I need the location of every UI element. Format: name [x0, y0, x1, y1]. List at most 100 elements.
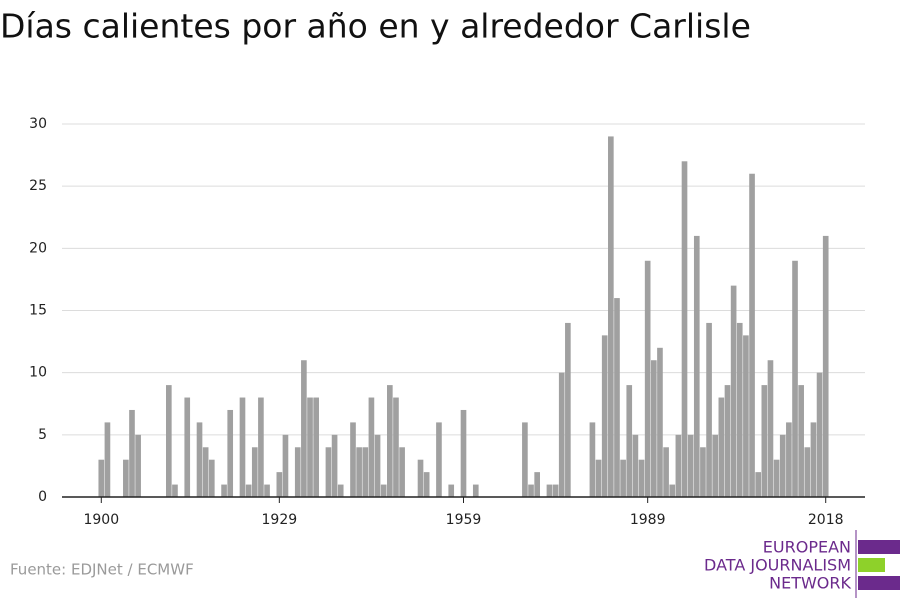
- logo-text: DATA JOURNALISM: [704, 556, 851, 575]
- bar: [730, 285, 737, 497]
- bar: [773, 459, 780, 497]
- bar: [264, 484, 270, 497]
- bar: [460, 409, 467, 497]
- bar: [798, 385, 804, 497]
- bar: [552, 484, 559, 497]
- bar: [657, 347, 663, 497]
- bar: [135, 434, 141, 497]
- bar: [687, 434, 694, 497]
- bar: [423, 472, 430, 497]
- y-tick-label: 5: [38, 427, 47, 443]
- bar: [736, 322, 743, 497]
- bar: [472, 484, 479, 497]
- bar: [675, 434, 682, 497]
- bar: [123, 459, 129, 497]
- bar: [589, 422, 596, 497]
- bar: [749, 173, 755, 497]
- bar: [608, 136, 614, 497]
- bar: [380, 484, 387, 497]
- x-tick-label: 1959: [446, 512, 482, 528]
- bar: [387, 385, 393, 497]
- bar: [227, 409, 234, 497]
- bar: [350, 422, 356, 497]
- bar: [786, 422, 792, 497]
- bar: [632, 434, 639, 497]
- bar: [165, 385, 172, 497]
- bar: [448, 484, 455, 497]
- bar: [251, 447, 258, 497]
- bar: [712, 434, 719, 497]
- bar: [614, 298, 620, 497]
- bar: [650, 360, 657, 497]
- logo: EUROPEAN DATA JOURNALISM NETWORK: [704, 530, 900, 598]
- bar: [356, 447, 362, 497]
- source: Fuente: EDJNet / ECMWF: [10, 561, 194, 579]
- bar: [663, 447, 669, 497]
- bar: [129, 409, 135, 497]
- logo-bar: [858, 576, 900, 590]
- bar: [767, 360, 774, 497]
- bar: [626, 385, 633, 497]
- bar: [816, 372, 823, 497]
- y-tick-label: 25: [29, 178, 47, 194]
- x-tick-label: 1929: [262, 512, 298, 528]
- y-tick-label: 30: [29, 116, 47, 132]
- bar: [718, 397, 725, 497]
- bar: [331, 434, 338, 497]
- bar: [644, 260, 651, 497]
- bar: [258, 397, 264, 497]
- bar: [595, 459, 602, 497]
- y-tick-label: 10: [29, 365, 47, 381]
- bar: [522, 422, 528, 497]
- chart-title: Días calientes por año en y alrededor Ca…: [0, 7, 751, 46]
- bar: [822, 235, 829, 497]
- bar: [528, 484, 534, 497]
- bar: [700, 447, 706, 497]
- bar: [601, 335, 608, 497]
- bar: [755, 472, 762, 497]
- y-tick-label: 20: [29, 240, 47, 256]
- bar: [362, 447, 369, 497]
- bar: [393, 397, 399, 497]
- bar: [337, 484, 344, 497]
- bar: [221, 484, 227, 497]
- logo-text: NETWORK: [769, 574, 851, 593]
- bar: [565, 322, 571, 497]
- bar: [669, 484, 676, 497]
- bar: [743, 335, 749, 497]
- bar: [172, 484, 178, 497]
- bar: [368, 397, 375, 497]
- bar: [546, 484, 553, 497]
- bar: [436, 422, 442, 497]
- bar: [804, 447, 811, 497]
- bar: [307, 397, 313, 497]
- bar: [239, 397, 246, 497]
- bar: [325, 447, 332, 497]
- logo-bar: [858, 540, 900, 554]
- bar: [779, 434, 786, 497]
- y-tick-label: 15: [29, 303, 47, 319]
- x-tick-label: 1989: [630, 512, 666, 528]
- x-tick-label: 2018: [808, 512, 844, 528]
- bar: [417, 459, 424, 497]
- bar: [620, 459, 626, 497]
- bar: [558, 372, 565, 497]
- logo-text: EUROPEAN: [763, 538, 851, 557]
- bar: [374, 434, 381, 497]
- bar: [534, 472, 540, 497]
- logo-bar: [858, 558, 885, 572]
- bar: [792, 260, 798, 497]
- bar: [706, 322, 712, 497]
- bar: [724, 385, 731, 497]
- bar: [399, 447, 405, 497]
- bar: [761, 385, 768, 497]
- bar: [245, 484, 252, 497]
- x-tick-label: 1900: [83, 512, 119, 528]
- bar: [313, 397, 319, 497]
- bar: [202, 447, 209, 497]
- bar: [810, 422, 817, 497]
- bar: [301, 360, 307, 497]
- bar: [104, 422, 111, 497]
- bar: [276, 472, 283, 497]
